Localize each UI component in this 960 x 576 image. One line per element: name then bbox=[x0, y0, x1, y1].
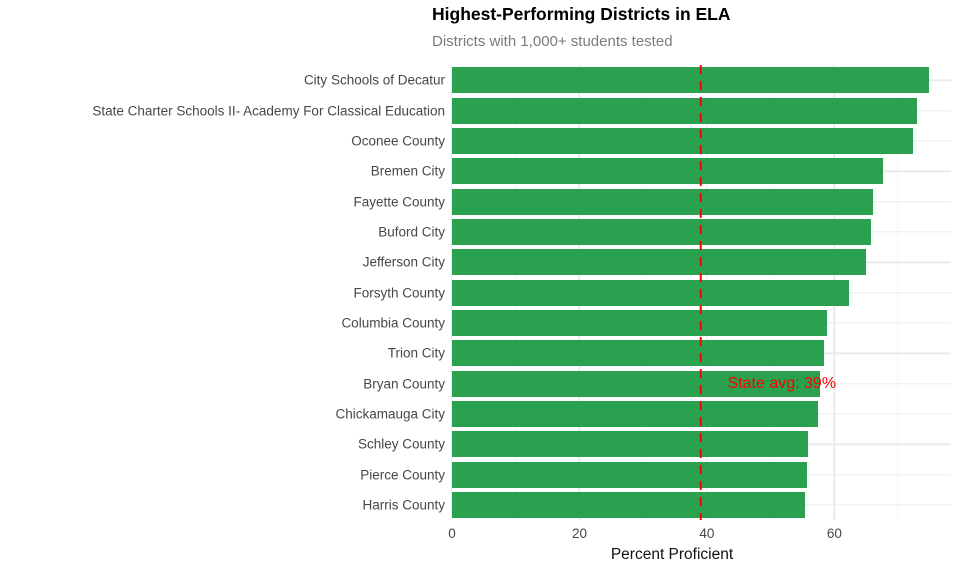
chart-title: Highest-Performing Districts in ELA bbox=[432, 4, 731, 24]
y-axis-label: Schley County bbox=[357, 436, 445, 452]
bar bbox=[452, 431, 808, 458]
plot-panel: State avg: 39% bbox=[451, 65, 951, 520]
bar bbox=[452, 218, 872, 245]
y-axis-label: Bremen City bbox=[370, 163, 445, 179]
y-axis-label: Oconee County bbox=[351, 133, 445, 149]
bar bbox=[452, 400, 818, 427]
bar bbox=[452, 491, 806, 518]
x-axis-tick-labels: 0 20 40 60 bbox=[448, 526, 951, 542]
x-axis-tick-label: 20 bbox=[571, 526, 587, 541]
y-axis-label: Pierce County bbox=[360, 467, 445, 482]
bar bbox=[452, 127, 913, 154]
x-axis-tick-label: 60 bbox=[826, 526, 842, 541]
x-axis-tick-label: 0 bbox=[448, 526, 456, 541]
state-avg-annotation: State avg: 39% bbox=[727, 374, 837, 392]
bar bbox=[452, 279, 850, 306]
y-axis-label: Fayette County bbox=[353, 194, 445, 209]
bar bbox=[452, 461, 807, 488]
bar bbox=[452, 67, 929, 94]
y-axis-label: Chickamauga City bbox=[335, 406, 445, 422]
bar bbox=[452, 309, 828, 336]
y-axis-labels: City Schools of Decatur State Charter Sch… bbox=[0, 65, 445, 520]
y-axis-label: City Schools of Decatur bbox=[303, 72, 445, 88]
x-axis-title: Percent Proficient bbox=[610, 546, 734, 563]
y-axis-label: Jefferson City bbox=[362, 254, 445, 270]
bar bbox=[452, 340, 825, 367]
y-axis-label: State Charter Schools II- Academy For Cl… bbox=[92, 103, 445, 118]
y-axis-label: Harris County bbox=[362, 497, 445, 513]
bar bbox=[452, 370, 820, 397]
y-axis-label: Trion City bbox=[387, 345, 445, 361]
chart-subtitle: Districts with 1,000+ students tested bbox=[432, 33, 673, 50]
y-axis-label: Forsyth County bbox=[353, 285, 445, 300]
bar bbox=[452, 188, 874, 215]
bar bbox=[452, 249, 867, 276]
y-axis-label: Buford City bbox=[378, 224, 445, 240]
y-axis-label: Bryan County bbox=[363, 376, 445, 391]
bar bbox=[452, 97, 918, 124]
bar bbox=[452, 158, 883, 185]
y-axis-label: Columbia County bbox=[341, 315, 445, 331]
x-axis-tick-label: 40 bbox=[699, 526, 715, 541]
state-avg-reference-line bbox=[699, 65, 702, 520]
